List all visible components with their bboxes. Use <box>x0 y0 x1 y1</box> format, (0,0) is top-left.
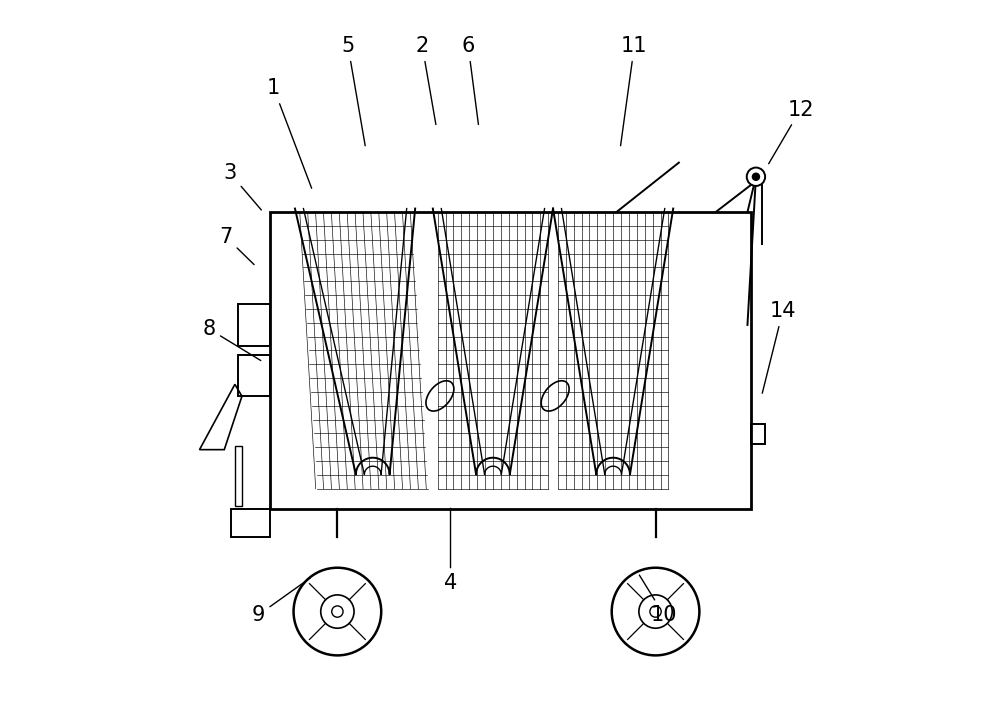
Text: 8: 8 <box>202 319 261 361</box>
Bar <box>270 212 751 509</box>
Bar <box>751 424 765 444</box>
Circle shape <box>294 568 381 655</box>
Text: 9: 9 <box>252 578 310 625</box>
Text: 14: 14 <box>762 301 796 393</box>
Text: 3: 3 <box>223 163 261 210</box>
Text: 6: 6 <box>461 36 478 124</box>
Text: 5: 5 <box>341 36 365 146</box>
Circle shape <box>650 606 661 617</box>
Circle shape <box>612 568 699 655</box>
Bar <box>235 446 242 506</box>
Text: 4: 4 <box>444 508 457 593</box>
Circle shape <box>639 595 672 629</box>
Text: 11: 11 <box>621 36 648 146</box>
Circle shape <box>332 606 343 617</box>
Text: 12: 12 <box>769 100 814 164</box>
Circle shape <box>321 595 354 629</box>
Circle shape <box>752 173 759 180</box>
Text: 7: 7 <box>219 227 254 264</box>
Bar <box>238 355 270 396</box>
Bar <box>238 304 270 346</box>
Text: 10: 10 <box>639 575 677 625</box>
Circle shape <box>747 168 765 186</box>
Text: 1: 1 <box>267 78 312 188</box>
Text: 2: 2 <box>416 36 436 124</box>
Bar <box>231 509 270 537</box>
